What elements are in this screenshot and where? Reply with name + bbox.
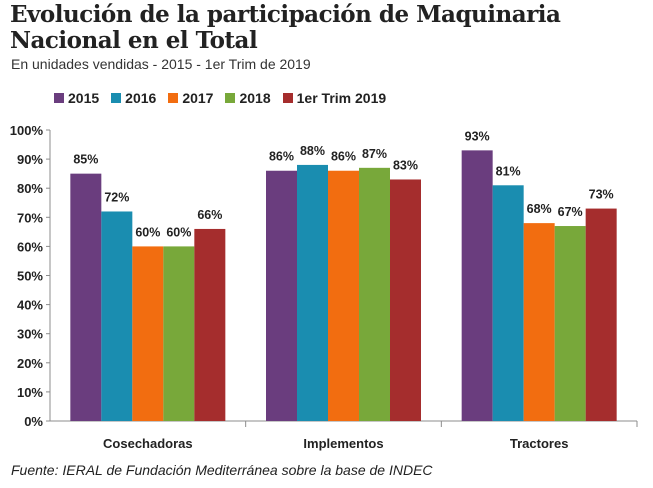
legend-swatch <box>111 93 122 103</box>
bar-tractores-2015 <box>461 150 493 421</box>
chart-title: Evolución de la participación de Maquina… <box>10 2 650 54</box>
legend-swatch <box>282 93 293 103</box>
legend-label: 2018 <box>239 90 271 106</box>
bar-cosechadoras-2017 <box>132 246 164 421</box>
chart-subtitle: En unidades vendidas - 2015 - 1er Trim d… <box>11 56 311 72</box>
bar-cosechadoras-2018 <box>163 246 195 421</box>
bar-tractores-2016 <box>492 185 524 421</box>
source-note: Fuente: IERAL de Fundación Mediterránea … <box>11 462 433 478</box>
legend-label: 2017 <box>182 90 214 106</box>
data-label: 60% <box>135 225 160 239</box>
y-tick-label: 30% <box>17 327 43 342</box>
data-label: 86% <box>269 150 294 164</box>
y-tick-label: 40% <box>17 298 43 313</box>
data-label: 93% <box>465 129 490 143</box>
data-label: 66% <box>197 208 222 222</box>
bar-cosechadoras-2015 <box>70 173 102 421</box>
data-label: 88% <box>300 144 325 158</box>
legend-swatch <box>168 93 179 103</box>
legend-item: 2017 <box>168 90 213 106</box>
legend-label: 2016 <box>125 90 157 106</box>
y-tick-label: 60% <box>17 239 43 254</box>
y-tick-label: 90% <box>17 152 43 167</box>
bar-implementos-2016 <box>297 164 328 422</box>
data-label: 86% <box>331 150 356 164</box>
y-tick-label: 100% <box>10 123 44 138</box>
legend-label: 2015 <box>68 90 100 106</box>
data-label: 60% <box>166 225 191 239</box>
data-label: 67% <box>558 205 583 219</box>
legend-item: 2015 <box>54 90 99 106</box>
y-tick-label: 0% <box>24 414 43 429</box>
x-category-label: Implementos <box>303 436 383 451</box>
y-tick-label: 20% <box>17 356 43 371</box>
data-label: 68% <box>527 202 552 216</box>
bar-implementos-2017 <box>328 170 359 421</box>
x-category-label: Tractores <box>510 436 569 451</box>
bar-cosechadoras-1er-trim-2019 <box>194 228 226 421</box>
bar-implementos-1er-trim-2019 <box>390 179 421 421</box>
data-label: 85% <box>73 153 98 167</box>
data-label: 87% <box>362 147 387 161</box>
data-label: 73% <box>589 188 614 202</box>
bar-implementos-2018 <box>359 167 390 421</box>
legend-label: 1er Trim 2019 <box>296 90 387 106</box>
legend-item: 1er Trim 2019 <box>282 90 387 106</box>
bar-tractores-1er-trim-2019 <box>585 208 617 421</box>
data-label: 81% <box>496 164 521 178</box>
data-label: 83% <box>393 158 418 172</box>
y-tick-label: 10% <box>17 385 43 400</box>
bar-cosechadoras-2016 <box>101 211 133 421</box>
bar-tractores-2017 <box>523 223 555 421</box>
bar-tractores-2018 <box>554 226 586 421</box>
y-tick-label: 80% <box>17 181 43 196</box>
legend-item: 2016 <box>111 90 156 106</box>
chart-title-line1: Evolución de la participación de Maquina… <box>10 1 561 28</box>
legend-swatch <box>54 93 64 103</box>
data-label: 72% <box>104 190 129 204</box>
y-tick-label: 70% <box>17 210 43 225</box>
legend-swatch <box>225 93 236 103</box>
bar-implementos-2015 <box>266 170 297 421</box>
y-tick-label: 50% <box>17 269 43 284</box>
legend-item: 2018 <box>225 90 271 106</box>
chart-legend: 2015 2016 2017 2018 1er Trim 2019 <box>54 90 398 106</box>
chart-title-line2: Nacional en el Total <box>10 27 258 54</box>
x-category-label: Cosechadoras <box>103 436 193 451</box>
